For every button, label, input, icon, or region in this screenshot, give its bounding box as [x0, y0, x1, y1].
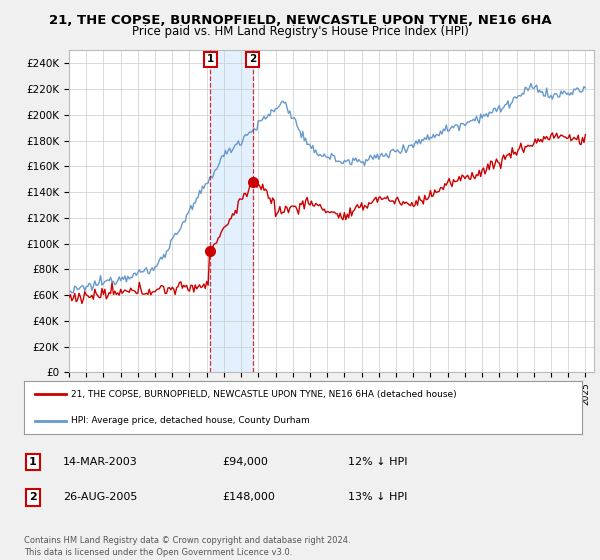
Text: HPI: Average price, detached house, County Durham: HPI: Average price, detached house, Coun… — [71, 416, 310, 425]
Text: 1: 1 — [29, 457, 37, 467]
Text: £94,000: £94,000 — [222, 457, 268, 467]
Text: Price paid vs. HM Land Registry's House Price Index (HPI): Price paid vs. HM Land Registry's House … — [131, 25, 469, 38]
Bar — [211, 50, 253, 372]
Text: 21, THE COPSE, BURNOPFIELD, NEWCASTLE UPON TYNE, NE16 6HA: 21, THE COPSE, BURNOPFIELD, NEWCASTLE UP… — [49, 14, 551, 27]
Text: 13% ↓ HPI: 13% ↓ HPI — [348, 492, 407, 502]
Text: 26-AUG-2005: 26-AUG-2005 — [63, 492, 137, 502]
Text: 21, THE COPSE, BURNOPFIELD, NEWCASTLE UPON TYNE, NE16 6HA (detached house): 21, THE COPSE, BURNOPFIELD, NEWCASTLE UP… — [71, 390, 457, 399]
Text: 1: 1 — [206, 54, 214, 64]
Text: 12% ↓ HPI: 12% ↓ HPI — [348, 457, 407, 467]
Text: 2: 2 — [249, 54, 256, 64]
Text: £148,000: £148,000 — [222, 492, 275, 502]
Text: Contains HM Land Registry data © Crown copyright and database right 2024.
This d: Contains HM Land Registry data © Crown c… — [24, 536, 350, 557]
Text: 2: 2 — [29, 492, 37, 502]
Text: 14-MAR-2003: 14-MAR-2003 — [63, 457, 138, 467]
